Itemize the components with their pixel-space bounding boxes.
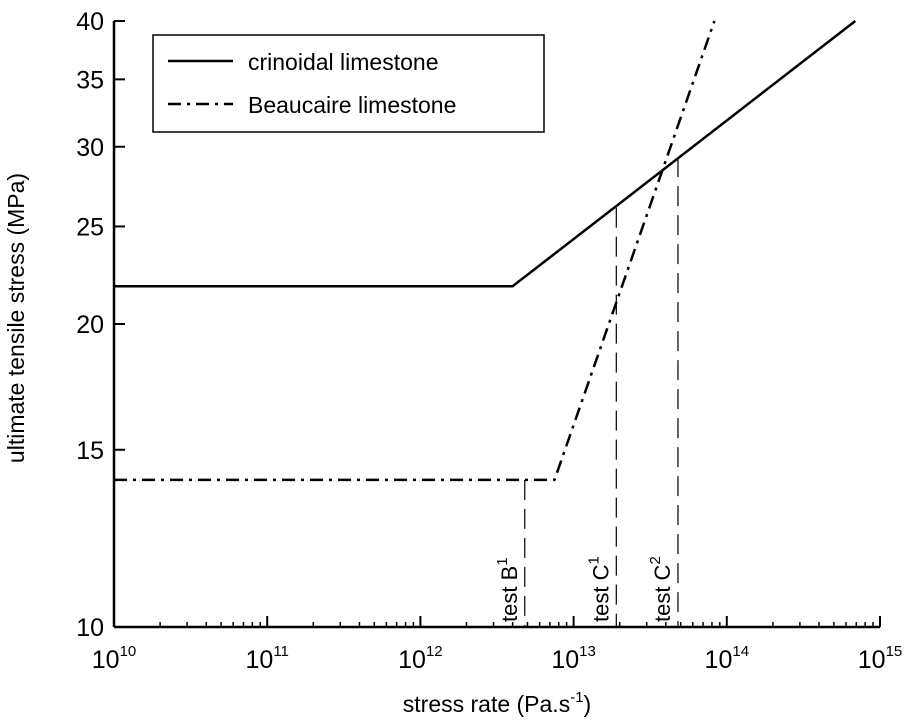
test-label-sup: 1 [494, 557, 511, 565]
y-tick-label: 20 [76, 311, 104, 339]
test-label: test B1 [494, 557, 522, 622]
x-tick-base: 10 [246, 646, 274, 674]
x-tick-exp: 10 [120, 643, 137, 660]
y-tick-label: 30 [76, 134, 104, 162]
x-tick-base: 10 [858, 646, 886, 674]
y-tick-label: 15 [76, 437, 104, 465]
x-tick-base: 10 [551, 646, 579, 674]
y-tick-label: 25 [76, 213, 104, 241]
plot-area [112, 20, 881, 629]
test-guide-lines [524, 157, 679, 627]
x-tick-base: 10 [92, 646, 120, 674]
x-tick-label: 1011 [246, 643, 289, 674]
x-tick-labels: 1010 1011 1012 1013 1014 1015 [92, 643, 903, 674]
x-tick-exp: 12 [426, 643, 443, 660]
legend: crinoidal limestone Beaucaire limestone [152, 34, 545, 133]
x-axis-title-main: stress rate (Pa.s [403, 691, 570, 717]
y-tick-labels: 10 15 20 25 30 35 40 [76, 8, 104, 642]
x-axis-title-sup: -1 [570, 689, 583, 706]
test-label: test C1 [585, 556, 613, 622]
tick-marks [113, 20, 881, 628]
test-label-text: test C [650, 564, 675, 622]
test-label-sup: 2 [647, 556, 664, 564]
x-tick-exp: 14 [732, 643, 749, 660]
x-tick-label: 1015 [858, 643, 903, 674]
test-label-text: test B [497, 566, 522, 622]
legend-box [152, 34, 545, 133]
y-tick-label: 40 [76, 8, 104, 36]
x-tick-exp: 13 [579, 643, 596, 660]
series-line-beaucaire [114, 20, 716, 482]
x-tick-label: 1012 [398, 643, 443, 674]
x-tick-base: 10 [398, 646, 426, 674]
x-tick-label: 1010 [92, 643, 137, 674]
legend-label-beaucaire: Beaucaire limestone [248, 92, 456, 118]
test-label: test C2 [647, 556, 675, 622]
y-tick-label: 35 [76, 66, 104, 94]
x-tick-label: 1013 [551, 643, 596, 674]
y-tick-label: 10 [76, 614, 104, 642]
x-tick-base: 10 [705, 646, 733, 674]
x-tick-exp: 11 [273, 643, 289, 660]
x-tick-exp: 15 [886, 643, 903, 660]
legend-label-crinoidal: crinoidal limestone [248, 49, 438, 75]
y-axis-title: ultimate tensile stress (MPa) [3, 173, 29, 463]
data-series [114, 20, 857, 482]
x-axis-title: stress rate (Pa.s-1) [403, 689, 591, 717]
test-label-text: test C [588, 564, 613, 622]
x-axis-title-close: ) [584, 691, 592, 717]
series-line-crinoidal [114, 20, 857, 288]
test-label-sup: 1 [585, 556, 602, 564]
x-tick-label: 1014 [705, 643, 750, 674]
